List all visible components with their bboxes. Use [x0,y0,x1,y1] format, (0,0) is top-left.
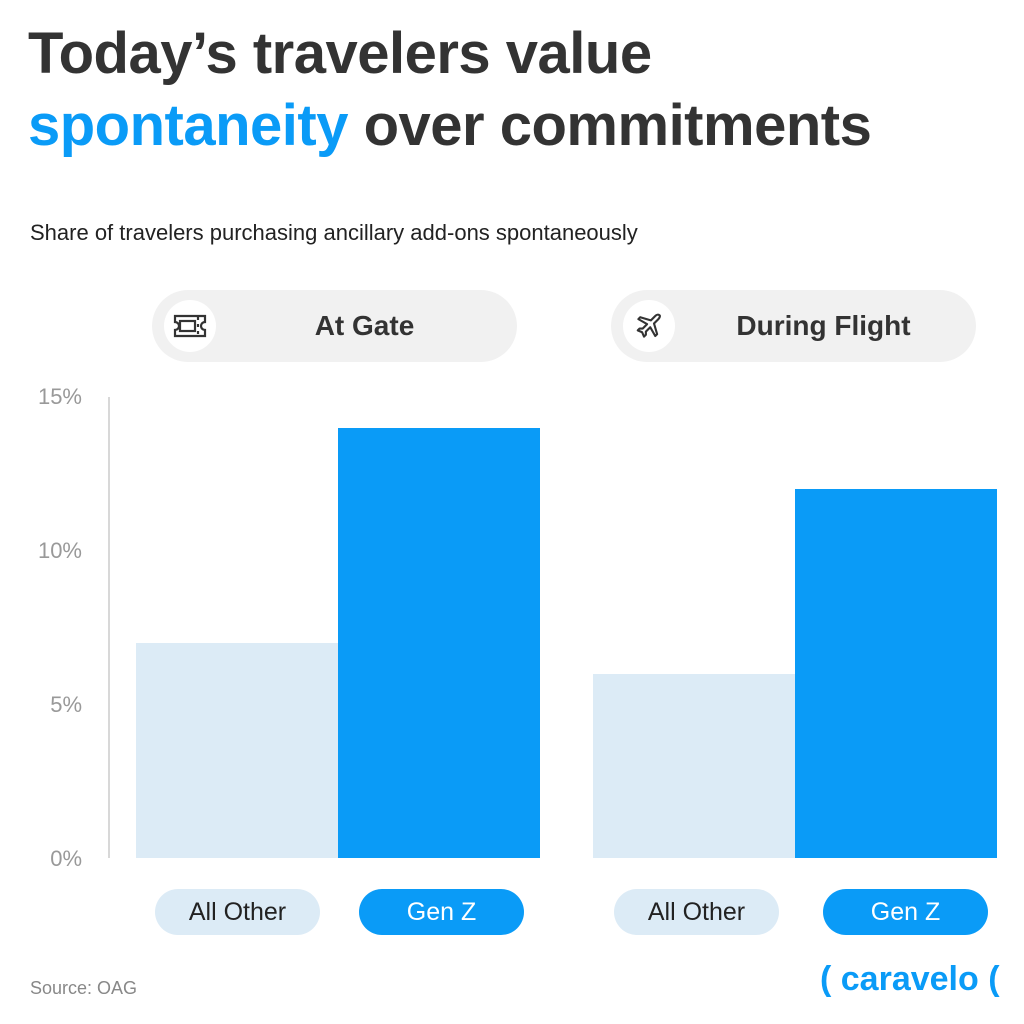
headline-rest: over commitments [348,93,872,158]
headline-line2: spontaneity over commitments [28,90,872,162]
y-axis-line [108,397,110,858]
caravelo-logo: ( caravelo ( [820,960,1000,998]
category-label-all-other: All Other [614,889,779,935]
bar-gen-z [795,489,997,858]
panel-header-during-flight: During Flight [611,290,976,362]
panel-header-at-gate: At Gate [152,290,517,362]
y-tick-label: 5% [50,692,82,717]
headline-line1: Today’s travelers value [28,21,652,86]
panel-label: During Flight [736,310,911,341]
y-tick-label: 0% [50,846,82,871]
bar-all-other [593,673,795,858]
bar-gen-z [338,427,540,858]
bar-all-other [136,642,338,858]
category-label-gen-z: Gen Z [359,889,524,935]
headline: Today’s travelers value spontaneity over… [28,18,872,162]
headline-highlight: spontaneity [28,93,349,158]
category-label-all-other: All Other [155,889,320,935]
y-tick-label: 10% [37,538,82,563]
airplane-icon [623,300,675,352]
panel-label: At Gate [314,310,415,341]
y-tick-label: 15% [37,384,82,409]
subtitle: Share of travelers purchasing ancillary … [30,220,638,245]
category-label-gen-z: Gen Z [823,889,988,935]
ticket-icon [164,300,216,352]
source-note: Source: OAG [30,978,138,998]
